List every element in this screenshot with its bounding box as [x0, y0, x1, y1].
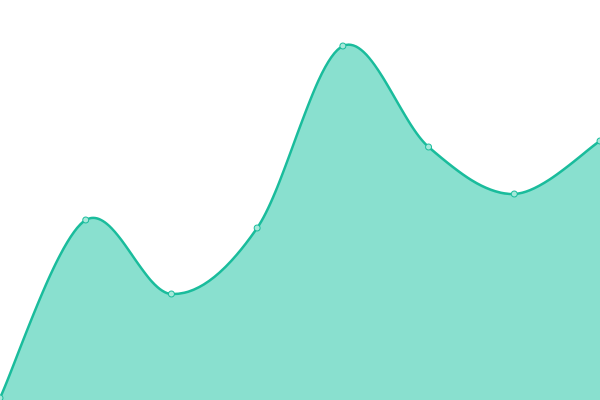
data-point-4 — [339, 42, 347, 50]
data-point-3 — [253, 224, 261, 232]
data-point-6 — [510, 190, 518, 198]
data-point-5 — [425, 143, 433, 151]
data-point-2 — [167, 290, 175, 298]
data-point-0 — [0, 394, 4, 400]
data-points — [0, 42, 600, 400]
data-point-1 — [82, 216, 90, 224]
series-area-fill — [0, 44, 600, 400]
data-point-7 — [596, 137, 600, 145]
